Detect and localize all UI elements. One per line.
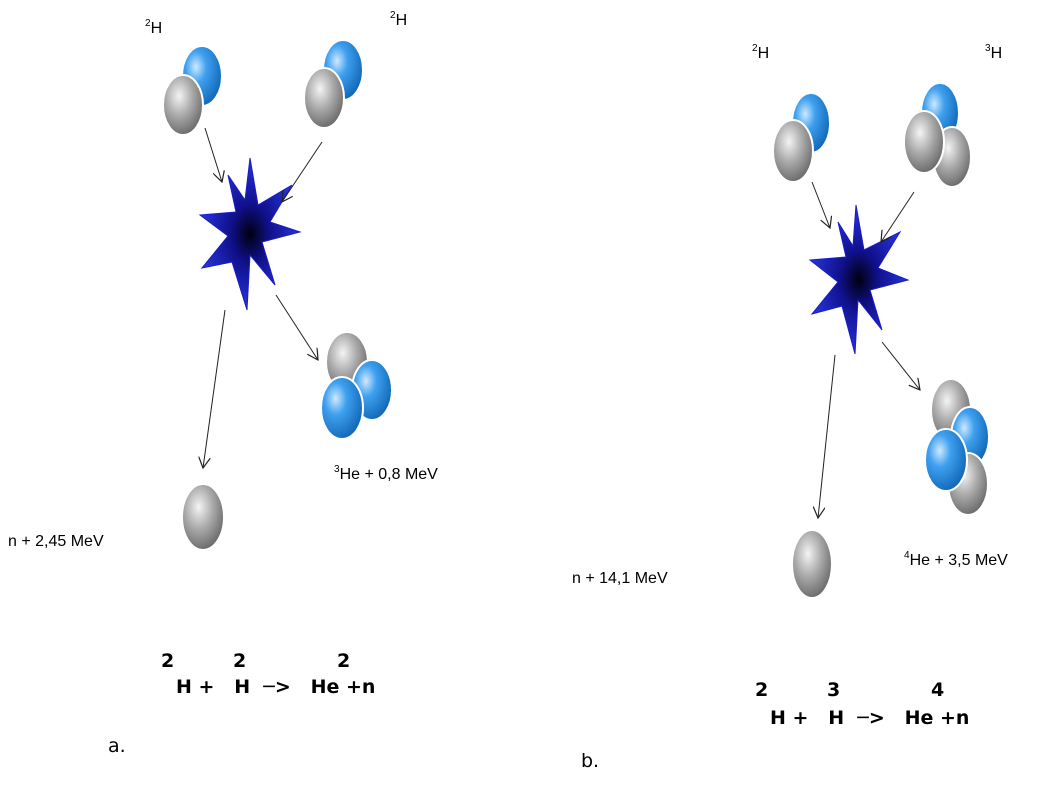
neutron-label-b: n + 14,1 MeV xyxy=(572,570,668,587)
triton-b xyxy=(903,82,972,188)
equation-a-mass-1: 2 xyxy=(161,650,175,672)
equation-a: H + H ─> He +n xyxy=(176,676,376,698)
equation-b-mass-3: 4 xyxy=(931,679,945,701)
equation-a-mass-3: 2 xyxy=(337,650,351,672)
neutron xyxy=(772,119,814,183)
equation-a-mass-2: 2 xyxy=(233,650,247,672)
outgoing-arrow xyxy=(275,294,318,360)
reactant-label-b2: 3H xyxy=(985,43,1003,62)
equation-b-mass-1: 2 xyxy=(755,679,769,701)
incoming-arrow xyxy=(204,127,222,182)
deuteron-a1 xyxy=(162,45,223,136)
free-neutron xyxy=(181,483,225,551)
incoming-arrow xyxy=(881,191,915,242)
panel-a xyxy=(162,39,393,551)
equation-b: H + H ─> He +n xyxy=(770,707,970,729)
proton xyxy=(320,376,364,440)
outgoing-arrow xyxy=(203,309,226,468)
caption-a: a. xyxy=(108,735,126,757)
deuteron-b xyxy=(772,92,831,183)
equation-b-mass-2: 3 xyxy=(827,679,841,701)
neutron xyxy=(162,74,204,136)
proton xyxy=(924,428,968,492)
neutron-label-a: n + 2,45 MeV xyxy=(8,533,104,550)
fusion-burst xyxy=(198,157,302,311)
reactant-label-a1: 2H xyxy=(145,18,163,37)
helium3-nucleus xyxy=(320,331,393,440)
caption-b: b. xyxy=(581,750,600,772)
helium4-nucleus xyxy=(924,378,990,516)
product-label-b: 4He + 3,5 MeV xyxy=(904,550,1008,569)
reactant-label-a2: 2H xyxy=(390,10,408,29)
outgoing-arrow xyxy=(881,341,920,390)
fusion-burst xyxy=(808,204,910,355)
free-neutron xyxy=(791,529,833,599)
neutron xyxy=(303,67,345,129)
product-label-a: 3He + 0,8 MeV xyxy=(334,464,438,483)
incoming-arrow xyxy=(282,141,323,202)
outgoing-arrow xyxy=(818,354,836,518)
deuteron-a2 xyxy=(303,39,364,129)
neutron xyxy=(903,110,945,174)
reactant-label-b1: 2H xyxy=(752,43,770,62)
incoming-arrow xyxy=(811,181,830,228)
panel-b xyxy=(772,82,990,599)
